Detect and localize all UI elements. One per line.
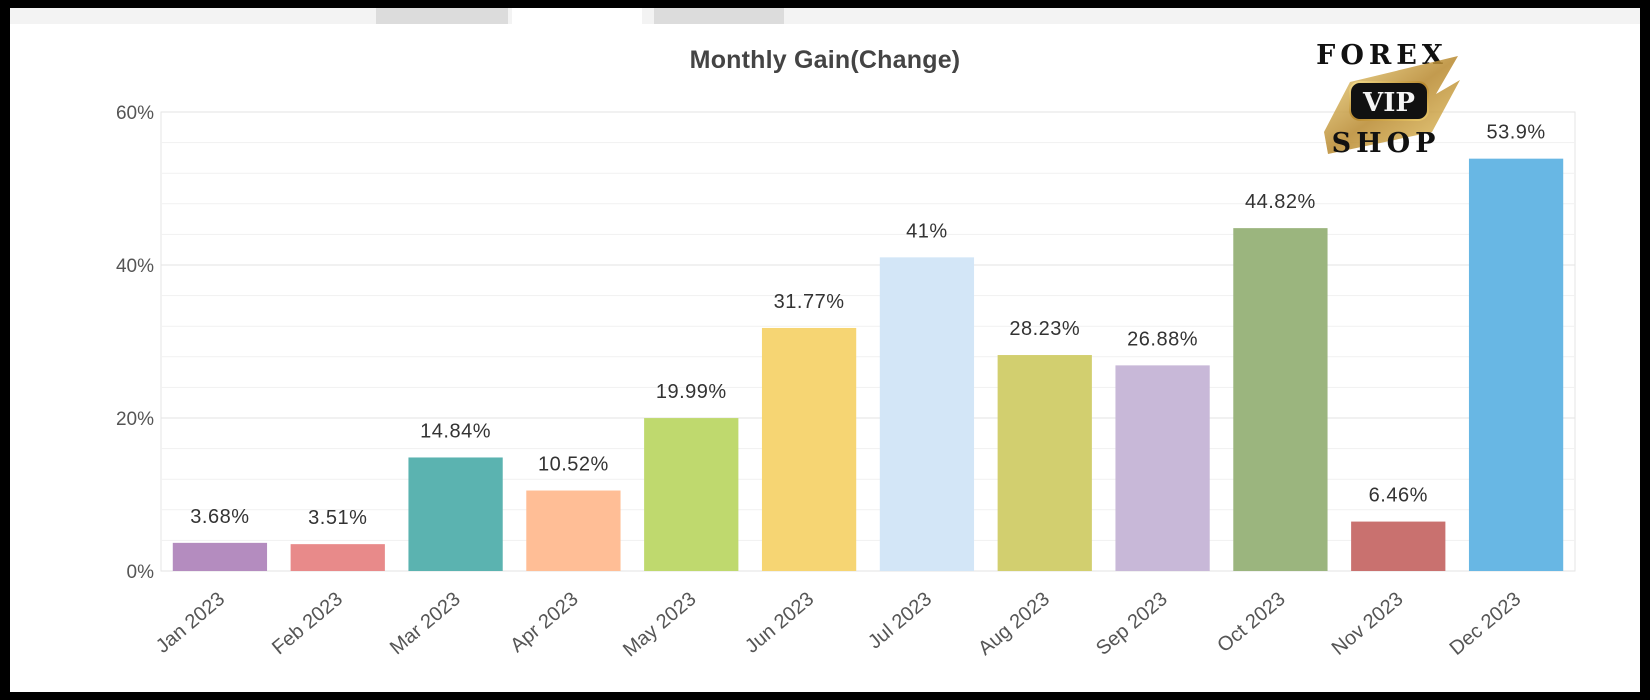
forex-vip-shop-logo: FOREX VIP SHOP — [1316, 40, 1460, 159]
x-axis: Jan 2023 Feb 2023 Mar 2023 Apr 2023 May 2023… — [152, 588, 1525, 661]
bar-value-label: 31.77% — [774, 291, 845, 313]
bar[interactable] — [644, 418, 739, 571]
value-labels: 3.68% 3.51% 14.84% 10.52% 19.99% 31.77% 41% 28.… — [190, 122, 1545, 529]
y-axis: 0% 20% 40% 60% — [116, 103, 154, 583]
y-tick-label: 40% — [116, 256, 154, 277]
y-tick-label: 0% — [127, 562, 155, 583]
tab-3[interactable] — [654, 8, 784, 24]
logo-line-vip: VIP — [1362, 88, 1415, 118]
bar[interactable] — [879, 257, 975, 571]
y-tick-label: 60% — [116, 103, 154, 124]
x-tick-label: May 2023 — [619, 588, 700, 661]
x-tick-label: Jul 2023 — [864, 588, 936, 653]
x-tick-label: Aug 2023 — [974, 588, 1054, 660]
bar-value-label: 28.23% — [1009, 318, 1080, 340]
x-tick-label: Feb 2023 — [268, 588, 347, 659]
bar[interactable] — [290, 544, 385, 571]
bar-value-label: 53.9% — [1486, 122, 1545, 144]
bar[interactable] — [997, 355, 1092, 571]
tab-1[interactable] — [376, 8, 508, 24]
chart-panel: Monthly Gain(Change) 0% 20% 40% 60% 3.68% 3.… — [10, 8, 1640, 692]
x-tick-label: Jun 2023 — [741, 588, 818, 658]
x-tick-label: Dec 2023 — [1446, 588, 1526, 660]
bar-value-label: 41% — [906, 220, 948, 242]
x-tick-label: Jan 2023 — [152, 588, 229, 658]
bar[interactable] — [1351, 521, 1446, 571]
x-tick-label: Mar 2023 — [386, 588, 465, 659]
bar[interactable] — [408, 457, 503, 571]
bar[interactable] — [1233, 228, 1328, 571]
grid-layer — [160, 111, 1576, 572]
bar-value-label: 44.82% — [1245, 191, 1316, 213]
x-tick-label: Nov 2023 — [1328, 588, 1408, 660]
logo-line-shop: SHOP — [1332, 128, 1441, 159]
bar-value-label: 14.84% — [420, 420, 491, 442]
plot-area — [160, 111, 1576, 572]
bar[interactable] — [1468, 158, 1564, 572]
x-tick-label: Apr 2023 — [506, 588, 582, 657]
bar-value-label: 19.99% — [656, 381, 727, 403]
bar[interactable] — [761, 327, 857, 571]
y-tick-label: 20% — [116, 409, 154, 430]
bar[interactable] — [172, 542, 268, 571]
x-tick-label: Oct 2023 — [1213, 588, 1289, 657]
bars — [172, 158, 1564, 572]
bar-value-label: 3.68% — [190, 506, 249, 528]
bar-value-label: 26.88% — [1127, 328, 1198, 350]
bar-value-label: 10.52% — [538, 454, 609, 476]
bar-value-label: 6.46% — [1369, 485, 1428, 507]
bar-value-label: 3.51% — [308, 507, 367, 529]
bar[interactable] — [1115, 365, 1210, 571]
x-tick-label: Sep 2023 — [1092, 588, 1172, 660]
chart-title: Monthly Gain(Change) — [689, 46, 961, 74]
bar-chart: 0% 20% 40% 60% 3.68% 3.51% 14.84% 10.52% 19.99%… — [116, 103, 1576, 661]
tab-2[interactable] — [512, 8, 642, 24]
bar[interactable] — [526, 490, 621, 571]
